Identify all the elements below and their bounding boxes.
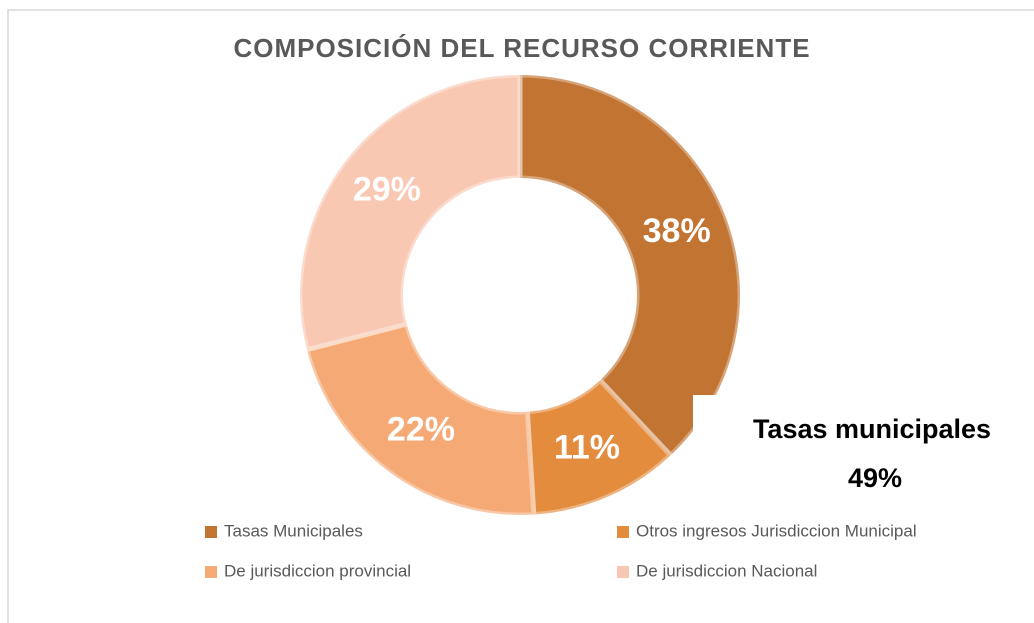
legend-swatch (205, 566, 217, 578)
donut-segment (524, 376, 675, 518)
donut-segment (303, 321, 537, 518)
data-label: 29% (353, 171, 421, 209)
data-label: 22% (387, 410, 455, 448)
legend-label: Otros ingresos Jurisdiccion Municipal (636, 521, 917, 540)
chart-title: COMPOSICIÓN DEL RECURSO CORRIENTE (233, 33, 810, 63)
legend-label: Tasas Municipales (224, 521, 363, 540)
data-label: 38% (643, 212, 711, 250)
legend-swatch (617, 566, 629, 578)
annotation-text: 49% (848, 463, 902, 493)
data-label: 11% (554, 429, 620, 467)
donut-segment (297, 72, 523, 353)
legend-label: De jurisdiccion provincial (224, 561, 411, 580)
legend-label: De jurisdiccion Nacional (636, 561, 817, 580)
legend-swatch (617, 526, 629, 538)
legend-swatch (205, 526, 217, 538)
annotation-text: Tasas municipales (753, 414, 991, 444)
annotation-box (693, 395, 1034, 503)
